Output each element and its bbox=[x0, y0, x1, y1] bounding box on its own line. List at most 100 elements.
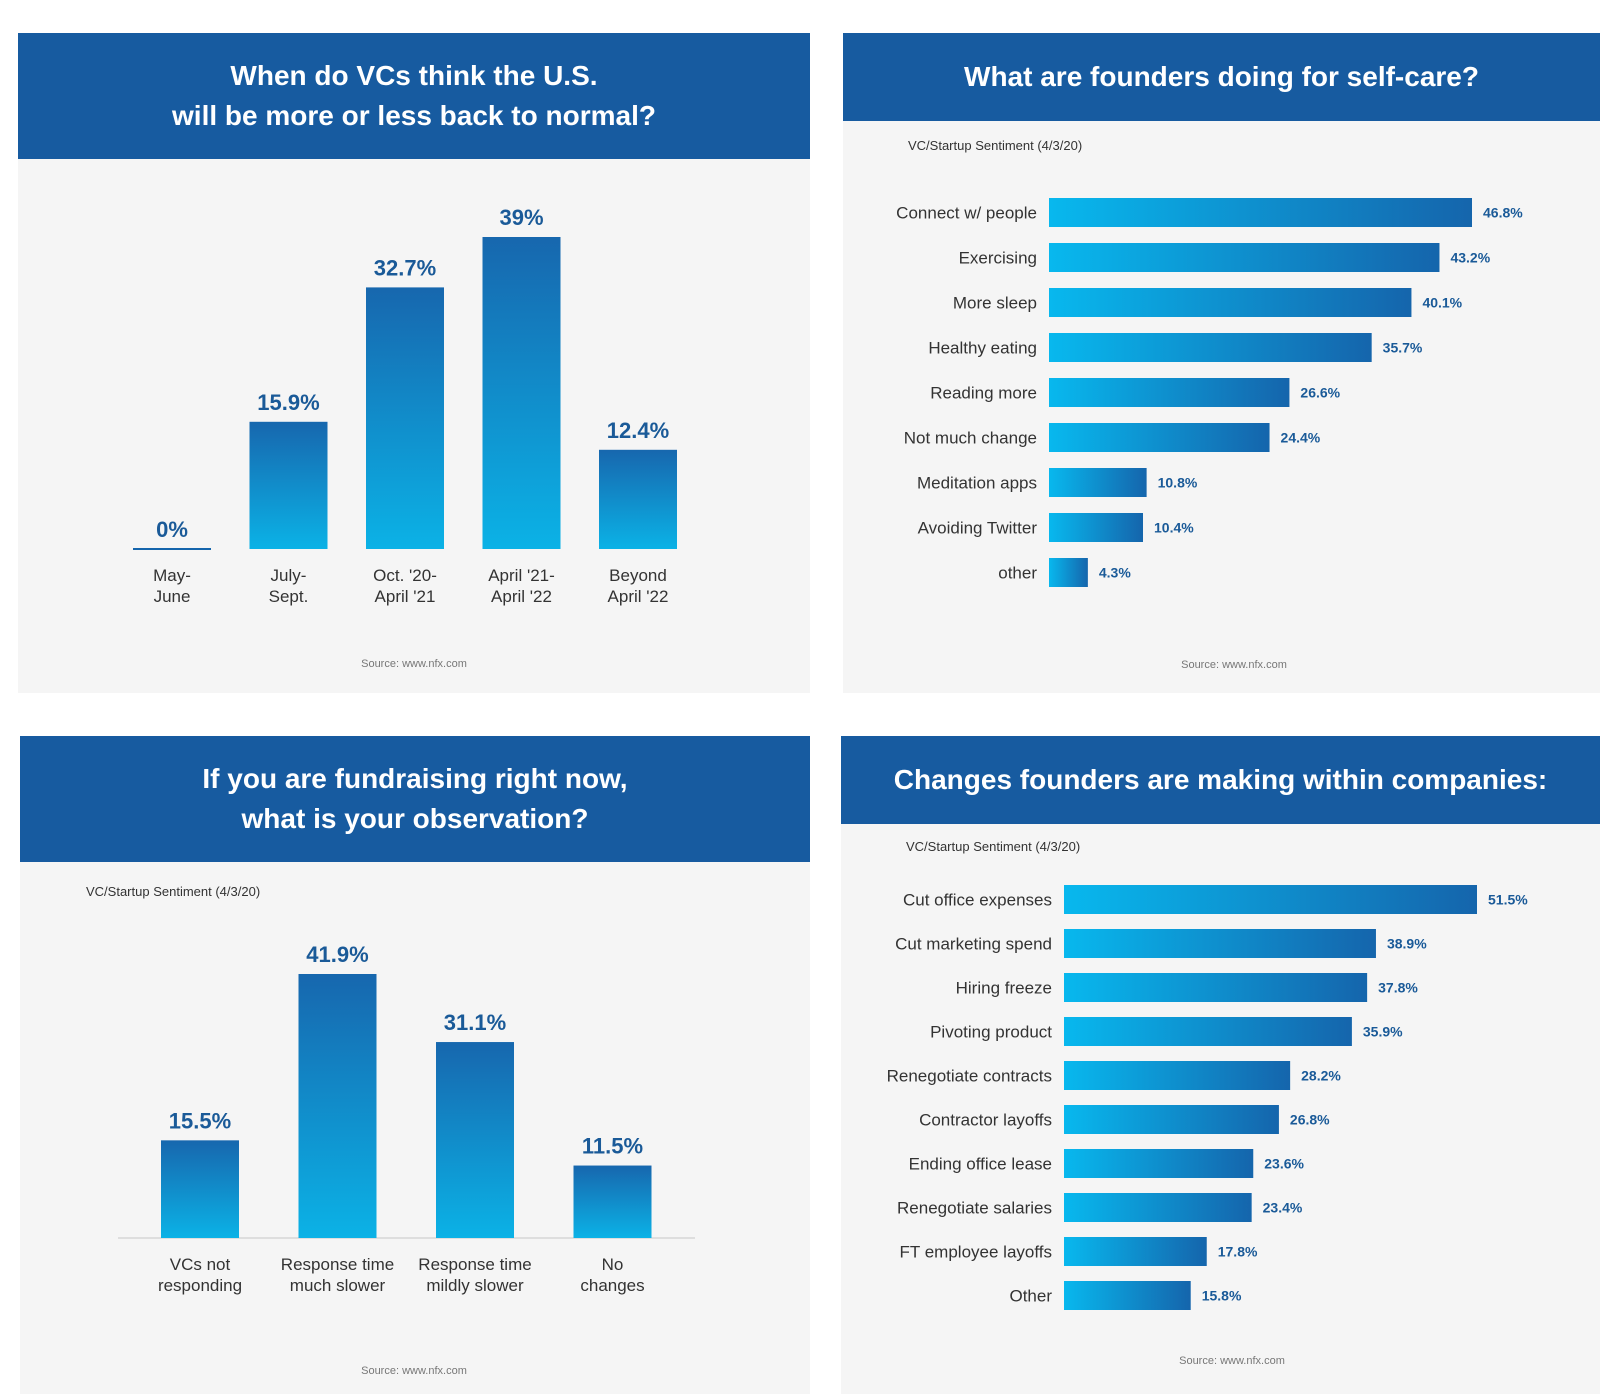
category-label: Hiring freeze bbox=[956, 979, 1052, 998]
bar bbox=[1064, 885, 1477, 914]
category-label: Avoiding Twitter bbox=[918, 519, 1038, 538]
bar bbox=[1049, 513, 1143, 542]
bar bbox=[1064, 1193, 1252, 1222]
category-label: Sept. bbox=[269, 587, 309, 606]
panel-company-changes: Changes founders are making within compa… bbox=[841, 736, 1600, 1394]
value-label: 37.8% bbox=[1378, 980, 1418, 996]
category-label: FT employee layoffs bbox=[900, 1243, 1052, 1262]
category-label: July- bbox=[271, 566, 307, 585]
chart-source: Source: www.nfx.com bbox=[1179, 1355, 1285, 1367]
chart-title-line-1: When do VCs think the U.S. bbox=[230, 60, 598, 91]
category-label: Ending office lease bbox=[909, 1155, 1052, 1174]
value-label: 17.8% bbox=[1218, 1244, 1258, 1260]
panel-header: Changes founders are making within compa… bbox=[841, 736, 1600, 824]
category-label: Exercising bbox=[959, 249, 1037, 268]
bar bbox=[1064, 1017, 1352, 1046]
category-label: mildly slower bbox=[426, 1276, 524, 1295]
value-label: 10.8% bbox=[1158, 475, 1198, 491]
bar bbox=[1049, 243, 1440, 272]
category-label: Not much change bbox=[904, 429, 1037, 448]
value-label: 0% bbox=[156, 517, 188, 542]
value-label: 4.3% bbox=[1099, 565, 1131, 581]
category-label: April '22 bbox=[491, 587, 552, 606]
value-label: 39% bbox=[499, 205, 543, 230]
bar bbox=[482, 237, 561, 549]
bar bbox=[1064, 929, 1376, 958]
chart-source: Source: www.nfx.com bbox=[361, 1365, 467, 1377]
category-label: changes bbox=[580, 1276, 644, 1295]
value-label: 32.7% bbox=[374, 255, 436, 280]
chart-subtitle: VC/Startup Sentiment (4/3/20) bbox=[908, 138, 1082, 153]
category-label: No bbox=[602, 1255, 624, 1274]
bar bbox=[1064, 1061, 1291, 1090]
bar bbox=[1049, 468, 1147, 497]
value-label: 41.9% bbox=[306, 942, 368, 967]
category-label: Other bbox=[1009, 1287, 1052, 1306]
bar bbox=[1064, 1105, 1279, 1134]
category-label: June bbox=[154, 587, 191, 606]
category-label: Beyond bbox=[609, 566, 667, 585]
bar bbox=[599, 449, 677, 549]
category-label: May- bbox=[153, 566, 191, 585]
category-label: Contractor layoffs bbox=[919, 1111, 1052, 1130]
bar bbox=[1064, 1281, 1191, 1310]
category-label: Renegotiate contracts bbox=[887, 1067, 1052, 1086]
value-label: 43.2% bbox=[1450, 250, 1490, 266]
value-label: 23.6% bbox=[1264, 1156, 1304, 1172]
category-label: Oct. '20- bbox=[373, 566, 437, 585]
category-label: Meditation apps bbox=[917, 474, 1037, 493]
bar bbox=[1049, 423, 1270, 452]
chart-source: Source: www.nfx.com bbox=[361, 658, 467, 670]
value-label: 10.4% bbox=[1154, 520, 1194, 536]
value-label: 26.8% bbox=[1290, 1112, 1330, 1128]
chart-self-care: VC/Startup Sentiment (4/3/20) Source: ww… bbox=[896, 138, 1523, 671]
category-label: Response time bbox=[418, 1255, 531, 1274]
panel-self-care: What are founders doing for self-care? V… bbox=[843, 33, 1600, 693]
panel-fundraising: If you are fundraising right now, what i… bbox=[20, 736, 810, 1394]
bar bbox=[298, 974, 377, 1238]
chart-title-line-1: If you are fundraising right now, bbox=[202, 763, 628, 794]
panel-back-to-normal: When do VCs think the U.S. will be more … bbox=[18, 33, 810, 693]
category-label: April '21- bbox=[488, 566, 555, 585]
bar bbox=[436, 1042, 514, 1238]
category-label: April '21 bbox=[375, 587, 436, 606]
value-label: 15.9% bbox=[257, 390, 319, 415]
chart-back-to-normal: Source: www.nfx.com 0% May- June 15.9% July-… bbox=[133, 205, 677, 670]
chart-subtitle: VC/Startup Sentiment (4/3/20) bbox=[906, 839, 1080, 854]
value-label: 23.4% bbox=[1263, 1200, 1303, 1216]
chart-subtitle: VC/Startup Sentiment (4/3/20) bbox=[86, 884, 260, 899]
chart-title-line-2: what is your observation? bbox=[241, 803, 589, 834]
value-label: 46.8% bbox=[1483, 205, 1523, 221]
chart-title: Changes founders are making within compa… bbox=[893, 764, 1548, 795]
bar bbox=[161, 1140, 239, 1238]
value-label: 35.7% bbox=[1383, 340, 1423, 356]
value-label: 15.8% bbox=[1202, 1288, 1242, 1304]
category-label: Connect w/ people bbox=[896, 204, 1037, 223]
category-label: More sleep bbox=[953, 294, 1037, 313]
value-label: 31.1% bbox=[444, 1010, 506, 1035]
bar bbox=[1064, 1237, 1207, 1266]
bar bbox=[1064, 1149, 1254, 1178]
category-label: Pivoting product bbox=[930, 1023, 1052, 1042]
category-label: much slower bbox=[290, 1276, 386, 1295]
bar bbox=[1049, 288, 1412, 317]
category-label: VCs not bbox=[170, 1255, 231, 1274]
category-label: Renegotiate salaries bbox=[897, 1199, 1052, 1218]
category-label: Reading more bbox=[930, 384, 1037, 403]
value-label: 15.5% bbox=[169, 1108, 231, 1133]
category-label: Cut marketing spend bbox=[895, 935, 1052, 954]
bar bbox=[1049, 333, 1372, 362]
chart-title-line-2: will be more or less back to normal? bbox=[172, 100, 656, 131]
value-label: 12.4% bbox=[607, 418, 669, 443]
bar bbox=[1049, 558, 1088, 587]
category-label: Cut office expenses bbox=[903, 891, 1052, 910]
bar bbox=[1049, 198, 1472, 227]
value-label: 24.4% bbox=[1281, 430, 1321, 446]
value-label: 11.5% bbox=[582, 1134, 643, 1159]
category-label: Healthy eating bbox=[928, 339, 1037, 358]
value-label: 26.6% bbox=[1300, 385, 1340, 401]
bar bbox=[573, 1165, 652, 1238]
bar bbox=[1064, 973, 1368, 1002]
value-label: 28.2% bbox=[1301, 1068, 1341, 1084]
value-label: 51.5% bbox=[1488, 892, 1528, 908]
